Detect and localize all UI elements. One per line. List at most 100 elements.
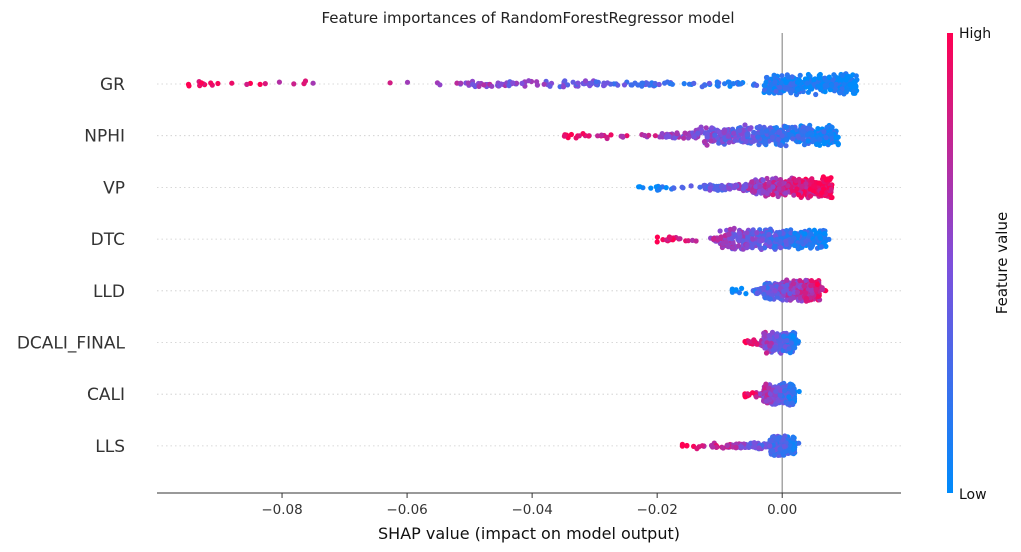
shap-point — [807, 231, 813, 237]
shap-point — [784, 338, 790, 344]
shap-point — [744, 230, 750, 236]
shap-point — [656, 187, 662, 193]
shap-point — [779, 73, 785, 79]
shap-point — [771, 452, 777, 458]
shap-point — [186, 83, 192, 89]
shap-point — [645, 81, 651, 87]
shap-point — [465, 80, 471, 86]
shap-point — [656, 81, 662, 88]
shap-point — [679, 184, 685, 190]
shap-point — [777, 337, 783, 343]
shap-point — [753, 184, 759, 190]
shap-point — [767, 396, 773, 403]
shap-point — [817, 136, 823, 142]
shap-point — [818, 235, 824, 241]
shap-point — [759, 237, 765, 244]
shap-point — [839, 72, 846, 78]
shap-point — [789, 74, 795, 80]
shap-point — [773, 88, 779, 94]
shap-point — [757, 124, 763, 130]
shap-point — [302, 78, 309, 84]
shap-point — [826, 74, 832, 80]
shap-point — [481, 82, 487, 88]
shap-point — [796, 192, 802, 198]
shap-point — [815, 293, 821, 300]
feature-labels: GR NPHI VP DTC LLD DCALI_FINAL CALI LLS — [17, 75, 126, 457]
shap-point — [198, 80, 204, 86]
shap-point — [756, 445, 762, 451]
shap-point — [810, 188, 816, 194]
shap-point — [778, 245, 784, 251]
shap-point — [810, 183, 817, 189]
shap-point — [716, 129, 722, 135]
shap-point — [807, 193, 814, 199]
shap-point — [770, 184, 776, 190]
shap-point — [847, 82, 853, 88]
shap-point — [820, 186, 827, 192]
shap-point — [754, 230, 760, 236]
shap-point — [757, 183, 763, 190]
shap-point — [244, 81, 250, 87]
shap-point — [791, 396, 798, 402]
shap-point — [642, 132, 648, 139]
shap-point — [604, 134, 610, 140]
shap-point — [652, 133, 659, 139]
shap-point — [291, 81, 297, 87]
shap-point — [783, 79, 789, 86]
shap-point — [688, 183, 694, 189]
shap-point — [763, 74, 770, 81]
shap-point — [783, 124, 790, 130]
shap-point — [808, 288, 815, 294]
colorbar-high-label: High — [959, 26, 991, 42]
shap-point — [598, 132, 605, 138]
shap-point — [733, 444, 739, 450]
shap-point — [519, 80, 525, 86]
shap-point — [803, 277, 809, 283]
shap-point — [761, 291, 767, 297]
shap-point — [785, 400, 791, 406]
shap-point — [744, 242, 750, 248]
shap-point — [802, 231, 808, 237]
shap-point — [786, 394, 792, 400]
colorbar — [947, 33, 953, 493]
shap-point — [833, 135, 839, 141]
shap-point — [582, 78, 589, 84]
shap-point — [731, 130, 737, 136]
shap-point — [800, 136, 806, 142]
shap-point — [777, 84, 783, 90]
shap-point — [853, 83, 859, 89]
shap-point — [498, 81, 504, 87]
shap-point — [637, 184, 643, 190]
shap-point — [800, 128, 807, 134]
shap-point — [791, 281, 797, 287]
shap-point — [669, 81, 676, 87]
shap-point — [726, 185, 732, 191]
shap-point — [751, 440, 757, 446]
shap-point — [648, 185, 654, 191]
shap-point — [663, 134, 669, 140]
shap-point — [782, 388, 788, 394]
shap-point — [742, 394, 748, 400]
shap-point — [822, 89, 828, 95]
shap-point — [818, 244, 825, 250]
shap-point — [699, 443, 705, 449]
shap-point — [794, 79, 801, 85]
shap-point — [724, 442, 731, 448]
shap-point — [526, 78, 532, 84]
shap-point — [800, 124, 806, 130]
shap-point — [781, 443, 788, 450]
shap-point — [310, 80, 316, 86]
shap-point — [720, 240, 726, 247]
shap-point — [783, 190, 789, 196]
shap-point — [784, 137, 790, 143]
shap-point — [835, 141, 842, 147]
shap-point — [693, 238, 699, 244]
shap-point — [802, 290, 809, 296]
x-axis-ticks: −0.08 −0.06 −0.04 −0.02 0.00 — [261, 493, 797, 518]
shap-point — [489, 83, 495, 89]
shap-point — [794, 289, 801, 295]
shap-point — [816, 180, 822, 186]
shap-point — [777, 392, 783, 398]
shap-point — [766, 289, 772, 296]
shap-point — [657, 134, 663, 140]
